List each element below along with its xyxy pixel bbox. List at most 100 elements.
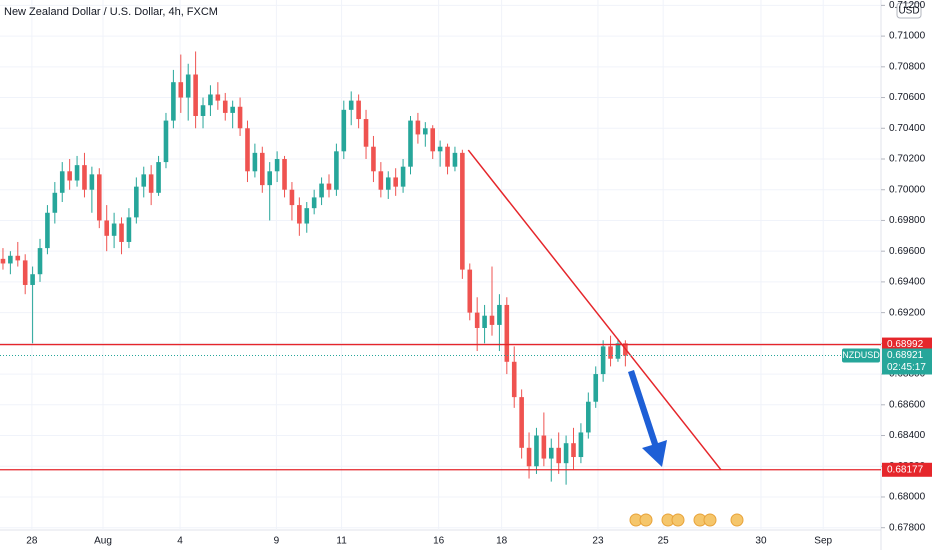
candle-body <box>445 146 450 167</box>
y-tick-label: 0.68600 <box>889 399 926 410</box>
candle-body <box>59 171 65 193</box>
x-tick-label: Aug <box>94 536 112 547</box>
candle-body <box>74 165 80 181</box>
candle-body <box>67 171 72 181</box>
candle-body <box>297 205 302 224</box>
y-tick-label: 0.70200 <box>889 154 926 165</box>
y-tick-label: 0.68400 <box>889 430 926 441</box>
candle-body <box>556 447 561 464</box>
candle-body <box>282 159 287 190</box>
candle-body <box>341 109 347 152</box>
candle-body <box>148 174 154 193</box>
candle-body <box>393 177 398 187</box>
y-tick-label: 0.69400 <box>889 277 926 288</box>
candle-body <box>245 128 250 172</box>
candle-body <box>415 120 421 135</box>
price-label: 0.68921 <box>887 350 924 361</box>
candle-body <box>593 374 599 402</box>
arrow <box>628 370 667 467</box>
x-tick-label: 30 <box>755 536 767 547</box>
candle-body <box>437 146 443 152</box>
candle-body <box>541 435 547 459</box>
event-icon <box>671 513 685 527</box>
symbol-box <box>842 348 880 363</box>
candle-body <box>311 197 317 209</box>
x-tick-label: 16 <box>433 536 445 547</box>
candle-body <box>452 152 458 167</box>
candle-body <box>126 217 132 242</box>
drawings <box>0 149 881 471</box>
y-tick-label: 0.69200 <box>889 307 926 318</box>
chart-title: New Zealand Dollar / U.S. Dollar, 4h, FX… <box>4 6 218 18</box>
candle-body <box>385 177 391 190</box>
candle-body <box>363 119 369 147</box>
y-tick-label: 0.70400 <box>889 123 926 134</box>
candle-body <box>8 255 13 264</box>
symbol-label: NZDUSD <box>842 350 880 360</box>
candle-body <box>378 171 384 190</box>
candle-body <box>52 192 58 213</box>
candles <box>0 51 628 485</box>
candle-body <box>119 223 124 242</box>
candle-body <box>563 443 569 464</box>
candle-body <box>371 146 376 172</box>
candle-body <box>0 258 6 264</box>
x-tick-label: Sep <box>814 536 832 547</box>
y-tick-label: 0.69600 <box>889 246 926 257</box>
candle-body <box>200 105 206 116</box>
events <box>629 513 744 527</box>
candle-body <box>489 315 495 325</box>
event-icon <box>639 513 653 527</box>
candle-body <box>526 447 532 467</box>
x-tick-label: 9 <box>274 536 280 547</box>
candle-body <box>274 159 280 172</box>
candle-body <box>178 82 184 98</box>
candle-body <box>519 397 524 448</box>
level-label: 0.68177 <box>887 464 924 475</box>
candle-body <box>504 304 510 362</box>
level-label-box <box>882 337 932 352</box>
x-tick-label: 4 <box>177 536 183 547</box>
candle-body <box>304 208 310 224</box>
level-label-box <box>882 462 932 477</box>
candle-body <box>356 100 361 120</box>
countdown-label: 02:45:17 <box>887 362 926 373</box>
candle-body <box>578 432 584 458</box>
y-tick-label: 0.70000 <box>889 184 926 195</box>
candle-body <box>511 361 517 398</box>
currency: USD <box>898 6 919 17</box>
candle-body <box>534 435 539 467</box>
y-tick-label: 0.71200 <box>889 0 926 11</box>
candle-body <box>208 94 213 106</box>
candle-body <box>252 152 258 172</box>
currency-badge <box>896 2 922 19</box>
candle-body <box>45 212 50 249</box>
y-tick-label: 0.70600 <box>889 92 926 103</box>
candle-body <box>430 128 436 152</box>
candle-body <box>82 165 87 190</box>
candle-body <box>615 343 621 359</box>
y-tick-label: 0.70800 <box>889 61 926 72</box>
candle-body <box>15 255 21 261</box>
candle-body <box>104 220 109 236</box>
candle-body <box>400 166 406 187</box>
candle-body <box>134 186 139 218</box>
y-tick-label: 0.71000 <box>889 31 926 42</box>
candle-body <box>156 162 161 193</box>
candle-body <box>334 151 339 190</box>
candle-body <box>193 74 198 116</box>
y-tick-label: 0.69800 <box>889 215 926 226</box>
candle-body <box>348 100 354 110</box>
candle-body <box>586 401 591 433</box>
candle-body <box>460 152 465 270</box>
x-tick-label: 25 <box>658 536 670 547</box>
candle-body <box>474 312 480 328</box>
event-icon <box>703 513 717 527</box>
candle-body <box>267 171 273 186</box>
candle-body <box>467 269 473 313</box>
candle-body <box>608 346 613 359</box>
x-tick-label: 18 <box>496 536 508 547</box>
y-tick-label: 0.67800 <box>889 522 926 533</box>
candle-body <box>319 183 324 198</box>
